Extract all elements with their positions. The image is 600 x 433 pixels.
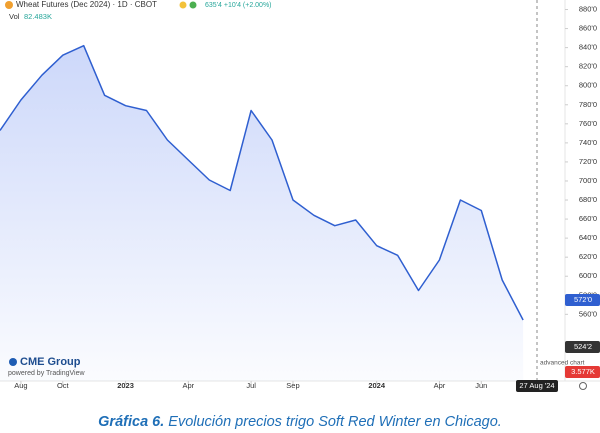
date-badge — [516, 380, 558, 392]
y-tick-label: 720'0 — [579, 157, 597, 166]
vol-label: Vol — [9, 12, 20, 21]
x-tick-label: Aug — [14, 381, 27, 390]
plot: 560'0580'0600'0620'0640'0660'0680'0700'0… — [0, 5, 597, 390]
x-tick-label: 2024 — [368, 381, 386, 390]
y-tick-label: 800'0 — [579, 81, 597, 90]
caption-text: Evolución precios trigo Soft Red Winter … — [168, 414, 502, 430]
y-tick-label: 600'0 — [579, 271, 597, 280]
low-price-badge — [565, 341, 600, 353]
x-tick-label: Jun — [475, 381, 487, 390]
x-tick-label: Sep — [286, 381, 299, 390]
price-line — [0, 44, 524, 321]
caption: Gráfica 6. Evolución precios trigo Soft … — [98, 414, 502, 430]
y-tick-label: 680'0 — [579, 195, 597, 204]
x-tick-label: Jul — [246, 381, 256, 390]
y-tick-label: 820'0 — [579, 62, 597, 71]
y-tick-label: 860'0 — [579, 24, 597, 33]
y-tick-label: 740'0 — [579, 138, 597, 147]
y-tick-label: 880'0 — [579, 5, 597, 14]
symbol: Wheat Futures (Dec 2024) · 1D · CBOT — [16, 0, 157, 9]
area — [0, 45, 524, 381]
vol-value: 82.483K — [24, 12, 52, 21]
y-tick-label: 560'0 — [579, 309, 597, 318]
x-tick-label: Apr — [434, 381, 446, 390]
status-icon — [179, 1, 187, 9]
status-icon — [189, 1, 197, 9]
x-tick-label: 2023 — [117, 381, 134, 390]
x-tick-label: Oct — [57, 381, 70, 390]
y-tick-label: 780'0 — [579, 100, 597, 109]
last-price-badge — [565, 294, 600, 306]
volume: 3.577K — [571, 367, 595, 376]
y-tick-label: 660'0 — [579, 214, 597, 223]
y-tick-label: 700'0 — [579, 176, 597, 185]
y-tick-label: 840'0 — [579, 43, 597, 52]
volume-badge — [565, 366, 600, 378]
y-tick-label: 760'0 — [579, 119, 597, 128]
settings-icon[interactable] — [579, 382, 587, 390]
caption-number: Gráfica 6. — [98, 414, 164, 430]
last-price: 572'0 — [574, 295, 592, 304]
logo: CME Group — [20, 356, 81, 368]
quote: 635'4 +10'4 (+2.00%) — [205, 2, 272, 9]
y-tick-label: 640'0 — [579, 233, 597, 242]
logo-icon — [9, 358, 17, 366]
powered-by: powered by TradingView — [8, 370, 85, 377]
symbol-icon — [5, 1, 13, 9]
low-price: 524'2 — [574, 342, 592, 351]
crosshair-date: 27 Aug '24 — [519, 381, 554, 390]
x-tick-label: Apr — [182, 381, 194, 390]
advanced-chart: advanced chart — [540, 360, 585, 367]
y-tick-label: 620'0 — [579, 252, 597, 261]
